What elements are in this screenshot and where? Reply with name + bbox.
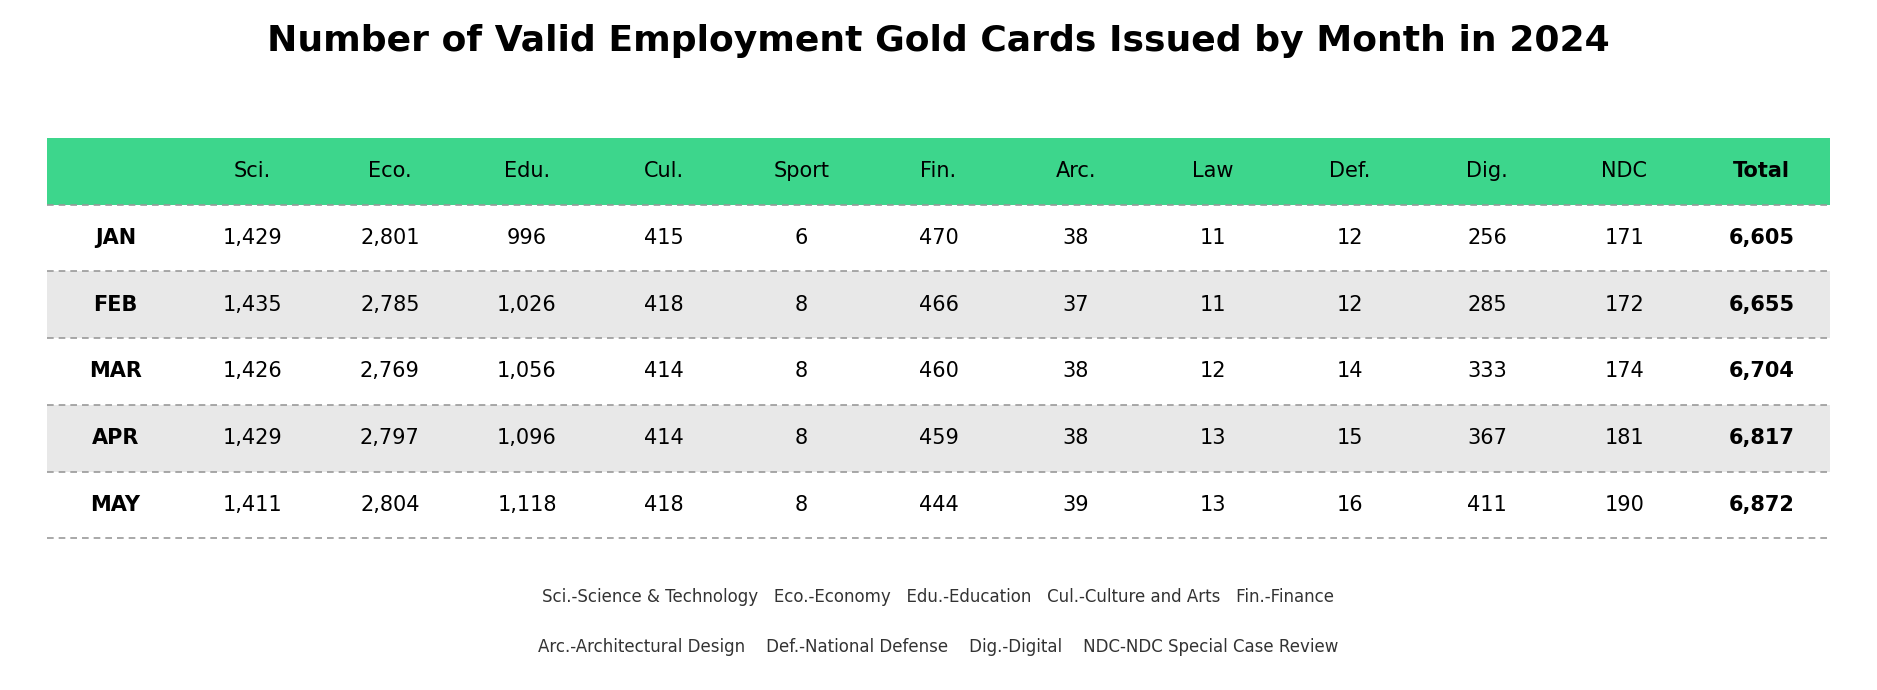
Text: Arc.-Architectural Design    Def.-National Defense    Dig.-Digital    NDC-NDC Sp: Arc.-Architectural Design Def.-National …	[539, 638, 1338, 656]
FancyBboxPatch shape	[47, 271, 1830, 338]
Text: 38: 38	[1062, 428, 1089, 448]
Text: 418: 418	[644, 295, 683, 315]
Text: Edu.: Edu.	[503, 161, 550, 181]
FancyBboxPatch shape	[47, 138, 1830, 205]
Text: 2,797: 2,797	[360, 428, 420, 448]
Text: 11: 11	[1199, 295, 1226, 315]
Text: 466: 466	[918, 295, 959, 315]
Text: 13: 13	[1199, 495, 1226, 515]
Text: APR: APR	[92, 428, 139, 448]
Text: Sci.-Science & Technology   Eco.-Economy   Edu.-Education   Cul.-Culture and Art: Sci.-Science & Technology Eco.-Economy E…	[542, 588, 1335, 606]
Text: 996: 996	[507, 228, 546, 248]
Text: Number of Valid Employment Gold Cards Issued by Month in 2024: Number of Valid Employment Gold Cards Is…	[267, 24, 1610, 58]
Text: 1,026: 1,026	[497, 295, 557, 315]
Text: Def.: Def.	[1329, 161, 1370, 181]
Text: 6,817: 6,817	[1729, 428, 1794, 448]
Text: 1,435: 1,435	[223, 295, 282, 315]
Text: 8: 8	[794, 428, 807, 448]
Text: 174: 174	[1605, 362, 1644, 382]
Text: 8: 8	[794, 362, 807, 382]
Text: 171: 171	[1605, 228, 1644, 248]
Text: 470: 470	[918, 228, 959, 248]
Text: 1,118: 1,118	[497, 495, 557, 515]
Text: FEB: FEB	[94, 295, 137, 315]
Text: Arc.: Arc.	[1055, 161, 1096, 181]
Text: 1,096: 1,096	[497, 428, 557, 448]
Text: 1,429: 1,429	[223, 228, 283, 248]
Text: JAN: JAN	[96, 228, 135, 248]
Text: 333: 333	[1468, 362, 1507, 382]
Text: 181: 181	[1605, 428, 1644, 448]
Text: Law: Law	[1192, 161, 1233, 181]
FancyBboxPatch shape	[47, 405, 1830, 471]
Text: MAR: MAR	[88, 362, 143, 382]
Text: 8: 8	[794, 295, 807, 315]
Text: 414: 414	[644, 428, 683, 448]
Text: 6,704: 6,704	[1729, 362, 1794, 382]
Text: 11: 11	[1199, 228, 1226, 248]
Text: 1,056: 1,056	[497, 362, 557, 382]
Text: Total: Total	[1732, 161, 1791, 181]
Text: Cul.: Cul.	[644, 161, 685, 181]
Text: 190: 190	[1605, 495, 1644, 515]
Text: 256: 256	[1468, 228, 1507, 248]
Text: 37: 37	[1062, 295, 1089, 315]
Text: 6,655: 6,655	[1729, 295, 1794, 315]
Text: 14: 14	[1336, 362, 1363, 382]
Text: 15: 15	[1336, 428, 1363, 448]
Text: 285: 285	[1468, 295, 1507, 315]
Text: MAY: MAY	[90, 495, 141, 515]
Text: Eco.: Eco.	[368, 161, 411, 181]
Text: 459: 459	[918, 428, 959, 448]
Text: 16: 16	[1336, 495, 1363, 515]
Text: 38: 38	[1062, 362, 1089, 382]
Text: 13: 13	[1199, 428, 1226, 448]
Text: 415: 415	[644, 228, 683, 248]
Text: 1,426: 1,426	[223, 362, 283, 382]
Text: 414: 414	[644, 362, 683, 382]
Text: Fin.: Fin.	[920, 161, 957, 181]
Text: 411: 411	[1468, 495, 1507, 515]
Text: Sci.: Sci.	[235, 161, 272, 181]
Text: 2,804: 2,804	[360, 495, 420, 515]
Text: 2,769: 2,769	[360, 362, 420, 382]
Text: 460: 460	[918, 362, 959, 382]
Text: Dig.: Dig.	[1466, 161, 1507, 181]
Text: 6,872: 6,872	[1729, 495, 1794, 515]
Text: 2,785: 2,785	[360, 295, 420, 315]
Text: 418: 418	[644, 495, 683, 515]
Text: 367: 367	[1468, 428, 1507, 448]
Text: 1,429: 1,429	[223, 428, 283, 448]
Text: 172: 172	[1605, 295, 1644, 315]
Text: 6: 6	[794, 228, 807, 248]
Text: 12: 12	[1199, 362, 1226, 382]
Text: NDC: NDC	[1601, 161, 1648, 181]
Text: 12: 12	[1336, 228, 1363, 248]
Text: 444: 444	[918, 495, 959, 515]
Text: 38: 38	[1062, 228, 1089, 248]
Text: 12: 12	[1336, 295, 1363, 315]
Text: 39: 39	[1062, 495, 1089, 515]
Text: 1,411: 1,411	[223, 495, 282, 515]
Text: 2,801: 2,801	[360, 228, 420, 248]
Text: 6,605: 6,605	[1729, 228, 1794, 248]
Text: Sport: Sport	[773, 161, 830, 181]
Text: 8: 8	[794, 495, 807, 515]
